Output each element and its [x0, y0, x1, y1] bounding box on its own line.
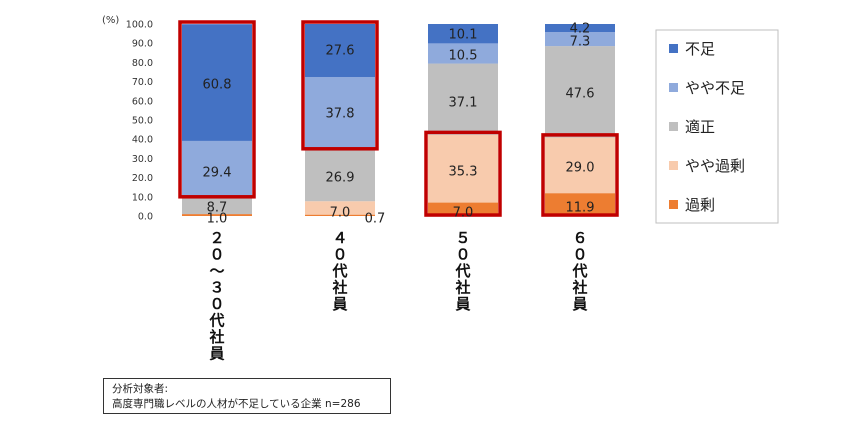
category-label-char: 員	[331, 295, 347, 313]
y-tick-label: 60.0	[132, 96, 153, 107]
category-label-char: ０	[332, 246, 347, 264]
category-label-char: ０	[455, 246, 470, 264]
data-value-label: 47.6	[566, 87, 595, 102]
highlight-frame	[424, 130, 502, 217]
bar-segment	[545, 193, 615, 216]
legend-swatch	[669, 83, 678, 92]
y-tick-label: 80.0	[132, 58, 153, 69]
data-value-label: 4.2	[570, 22, 591, 37]
highlight-frame	[178, 20, 256, 199]
y-tick-label: 70.0	[132, 77, 153, 88]
analysis-note: 分析対象者: 高度専門職レベルの人材が不足している企業 n=286	[103, 378, 391, 414]
y-tick-label: 30.0	[132, 154, 153, 165]
data-value-label: 35.3	[449, 165, 478, 180]
category-label-char: 社	[454, 279, 470, 297]
highlight-frame	[541, 133, 619, 217]
legend-swatch	[669, 44, 678, 53]
data-value-label: 1.0	[207, 212, 228, 227]
bar-segment	[545, 137, 615, 194]
category-label-char: 代	[454, 262, 470, 280]
data-value-label: 26.9	[326, 171, 355, 186]
legend-swatch	[669, 161, 678, 170]
category-label-char: 代	[571, 262, 587, 280]
legend-swatch	[669, 122, 678, 131]
category-label-char: 代	[331, 262, 347, 280]
bar-segment	[428, 202, 498, 216]
bar-segment	[428, 134, 498, 203]
data-value-label: 27.6	[326, 44, 355, 59]
category-label-char: 社	[571, 279, 587, 297]
category-label-char: ６	[572, 229, 587, 247]
y-tick-label: 100.0	[126, 20, 153, 31]
y-axis-unit-label: (%)	[102, 15, 119, 26]
data-value-label: 29.4	[203, 166, 232, 181]
category-label-char: ０	[209, 246, 224, 264]
legend-label: 不足	[685, 40, 715, 58]
note-line-2: 高度専門職レベルの人材が不足している企業 n=286	[112, 398, 361, 410]
category-label-char: ０	[572, 246, 587, 264]
category-label-char: 代	[208, 312, 224, 330]
category-label-char: 社	[208, 328, 224, 346]
data-value-label: 37.1	[449, 96, 478, 111]
category-label-char: 員	[454, 295, 470, 313]
y-tick-label: 10.0	[132, 192, 153, 203]
legend-swatch	[669, 200, 678, 209]
highlight-frame	[301, 20, 379, 151]
data-value-label: 60.8	[203, 78, 232, 93]
data-value-label: 10.5	[449, 49, 478, 64]
data-value-label: 29.0	[566, 161, 595, 176]
bar-segment	[545, 32, 615, 47]
data-value-label: 7.0	[330, 206, 351, 221]
legend-label: やや過剰	[685, 157, 745, 175]
data-value-label: 7.0	[453, 206, 474, 221]
bar-segment	[545, 24, 615, 33]
category-label-char: 員	[571, 295, 587, 313]
bar-segment	[305, 149, 375, 202]
bar-segment	[545, 46, 615, 138]
bar-segment	[428, 24, 498, 44]
category-label-char: ０	[209, 295, 224, 313]
data-value-label: 11.9	[566, 201, 595, 216]
bar-segment	[182, 140, 252, 198]
category-label-char: ４	[332, 229, 347, 247]
bar-segment	[182, 24, 252, 141]
bar-segment	[182, 197, 252, 215]
data-value-label: 0.7	[365, 212, 386, 227]
bar-segment	[305, 214, 375, 216]
category-label-char: ～	[209, 262, 224, 280]
category-label-char: 社	[331, 279, 347, 297]
data-value-label: 10.1	[449, 28, 478, 43]
bar-segment	[428, 63, 498, 135]
legend-label: やや不足	[685, 79, 745, 97]
bar-segment	[305, 76, 375, 150]
y-tick-label: 40.0	[132, 135, 153, 146]
legend-label: 適正	[685, 118, 715, 136]
y-tick-label: 90.0	[132, 39, 153, 50]
note-line-1: 分析対象者:	[112, 383, 169, 395]
y-tick-label: 0.0	[138, 212, 153, 223]
bar-segment	[305, 24, 375, 77]
category-label-char: ５	[455, 229, 470, 247]
data-value-label: 37.8	[326, 107, 355, 122]
data-value-label: 8.7	[207, 201, 228, 216]
data-value-label: 7.3	[570, 35, 591, 50]
category-label-char: ２	[209, 229, 224, 247]
legend-label: 過剰	[685, 196, 715, 214]
category-label-char: ３	[209, 279, 224, 297]
bar-segment	[305, 201, 375, 215]
y-tick-label: 50.0	[132, 116, 153, 127]
category-label-char: 員	[208, 345, 224, 363]
bar-segment	[182, 214, 252, 216]
bar-segment	[428, 43, 498, 64]
y-tick-label: 20.0	[132, 173, 153, 184]
